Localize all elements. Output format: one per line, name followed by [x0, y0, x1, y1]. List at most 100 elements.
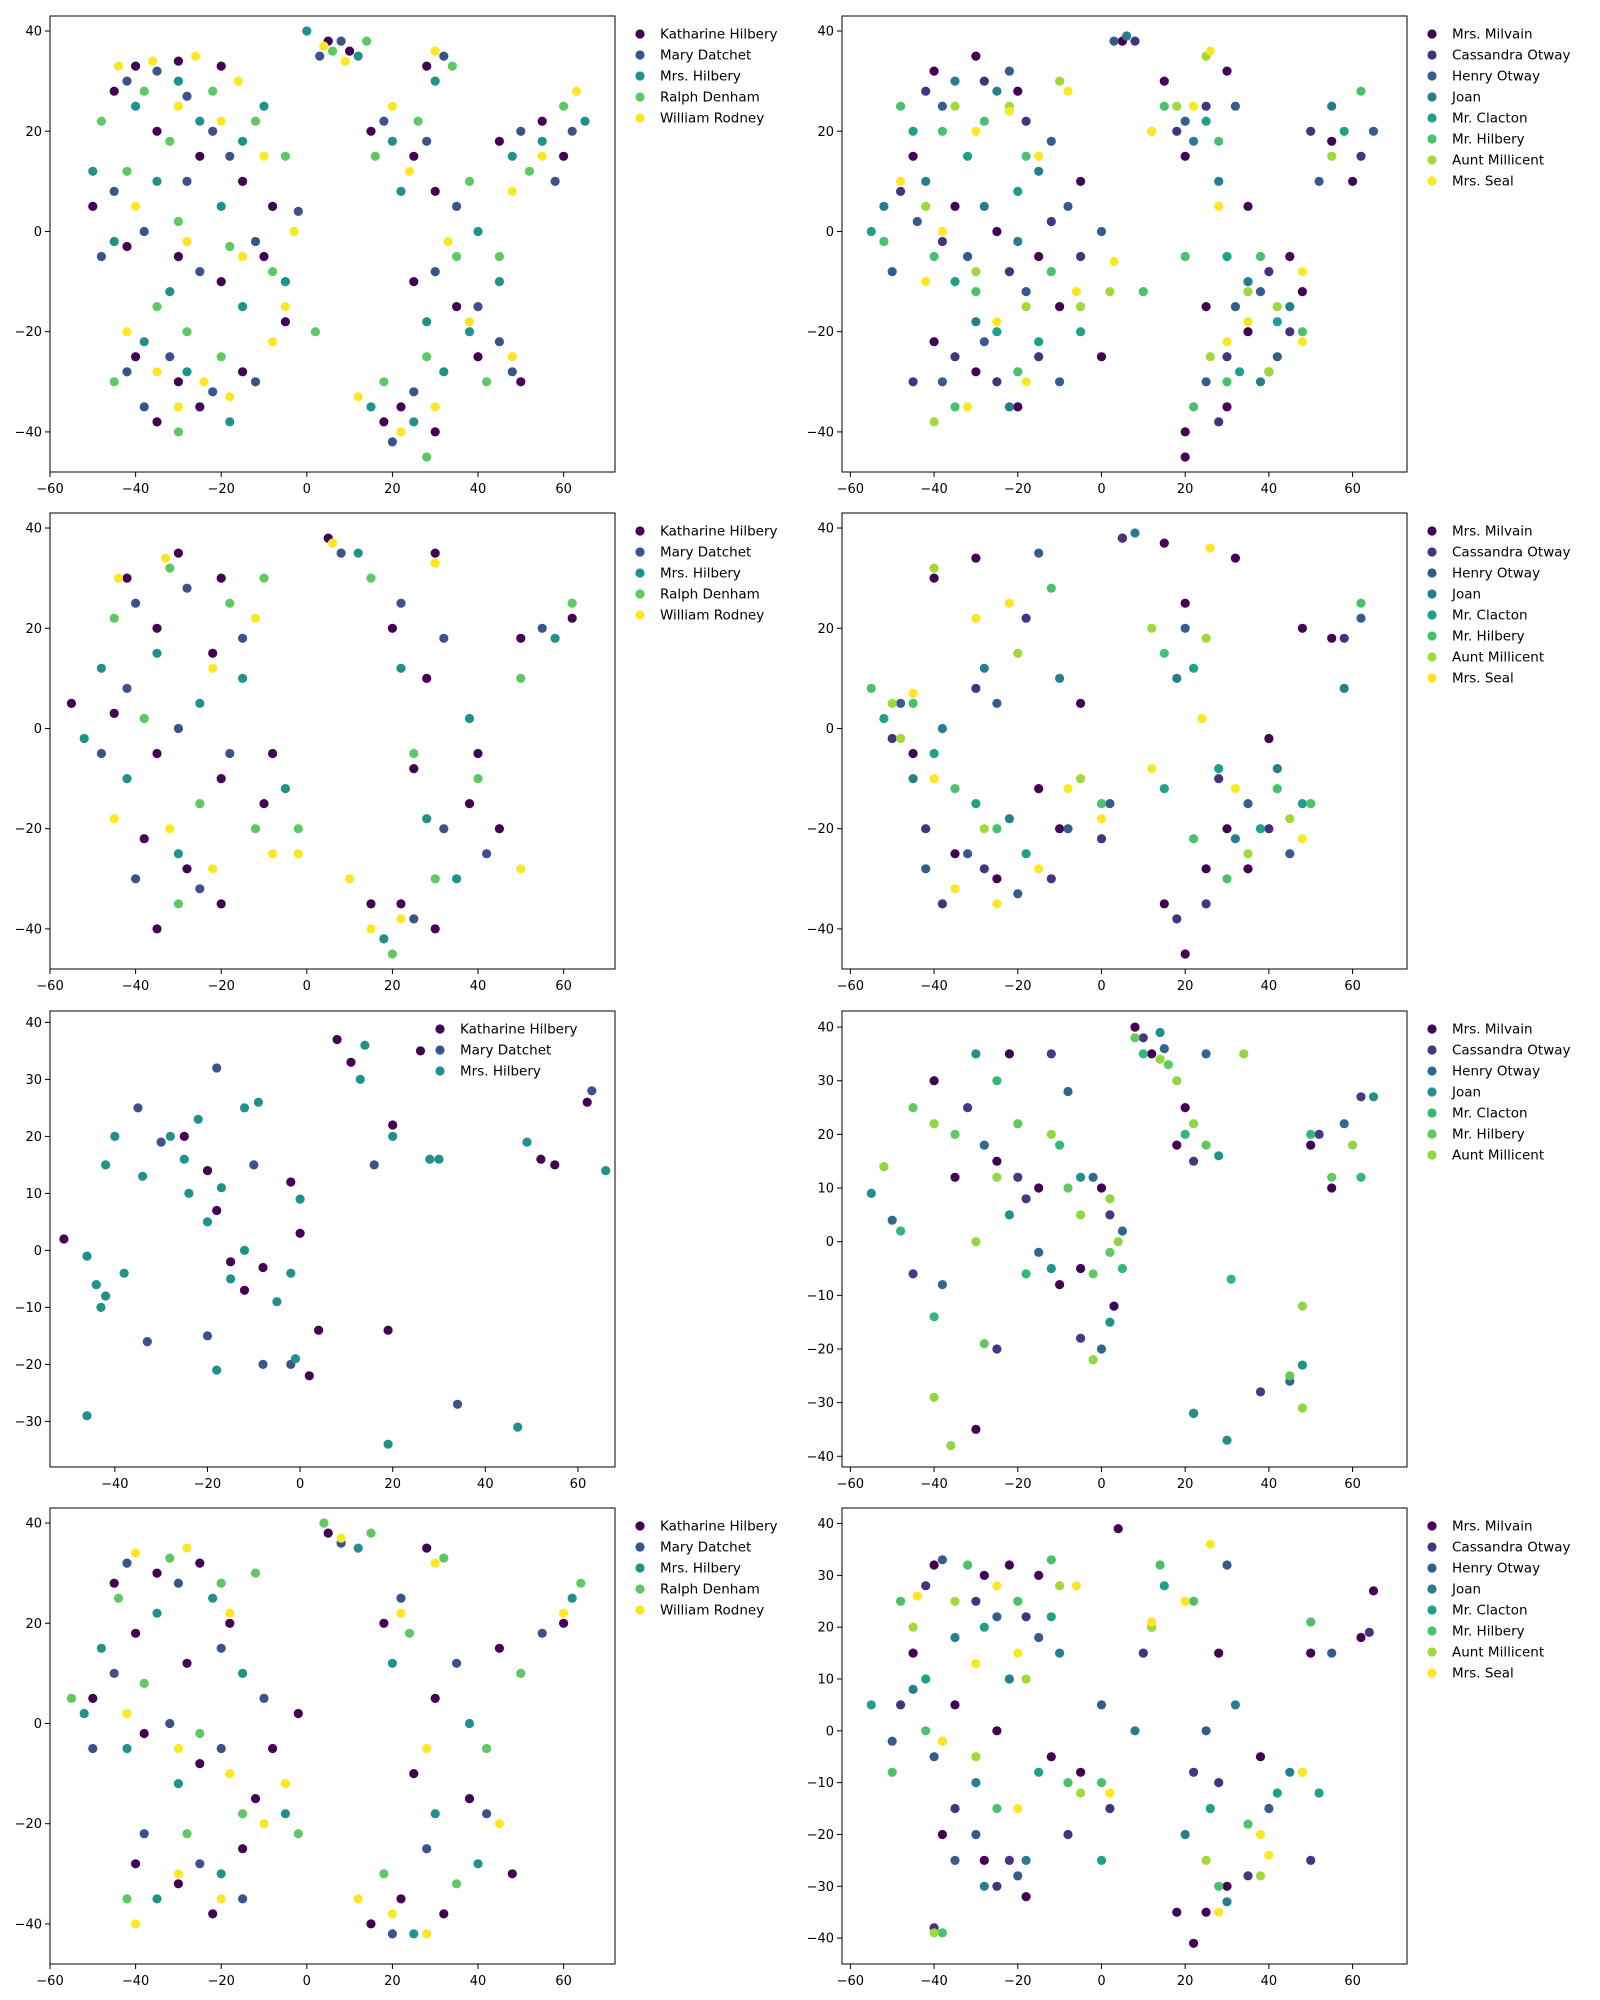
- data-point: [1088, 1355, 1098, 1365]
- data-point: [216, 352, 226, 362]
- data-point: [195, 799, 205, 809]
- data-point: [979, 76, 989, 86]
- data-point: [225, 392, 235, 402]
- data-point: [971, 1778, 981, 1788]
- data-point: [379, 1618, 389, 1628]
- data-point: [156, 1137, 166, 1147]
- data-point: [96, 116, 106, 126]
- data-point: [1189, 1938, 1199, 1948]
- legend-marker: [435, 1045, 445, 1055]
- data-point: [1297, 1767, 1307, 1777]
- y-tick-label: 20: [25, 125, 42, 140]
- legend-label: Mrs. Hilbery: [660, 69, 741, 85]
- data-point: [979, 864, 989, 874]
- data-point: [971, 1752, 981, 1762]
- data-point: [1222, 251, 1232, 262]
- data-point: [182, 583, 192, 593]
- legend-label: Katharine Hilbery: [660, 524, 778, 540]
- y-tick-label: −20: [807, 1828, 834, 1843]
- data-point: [979, 1881, 989, 1891]
- data-point: [1327, 101, 1337, 111]
- data-points: [66, 1518, 586, 1939]
- data-point: [1180, 598, 1190, 608]
- data-point: [379, 116, 389, 126]
- legend-label: Mr. Clacton: [1452, 1106, 1528, 1122]
- data-point: [1356, 1092, 1366, 1102]
- data-point: [1130, 1726, 1140, 1736]
- data-point: [971, 1424, 981, 1434]
- data-point: [173, 548, 183, 558]
- legend-marker: [635, 92, 645, 102]
- data-point: [165, 287, 175, 297]
- legend-marker: [1427, 631, 1437, 641]
- data-point: [1076, 176, 1086, 186]
- data-point: [896, 1596, 906, 1606]
- data-point: [937, 1829, 948, 1840]
- data-point: [268, 267, 278, 277]
- data-point: [992, 874, 1002, 884]
- data-point: [464, 1794, 475, 1804]
- data-points: [866, 31, 1379, 462]
- data-point: [409, 1769, 419, 1779]
- data-point: [1013, 1648, 1023, 1658]
- legend-label: Ralph Denham: [660, 587, 760, 603]
- data-point: [152, 126, 162, 136]
- legend-marker: [1427, 610, 1437, 620]
- data-point: [929, 1312, 939, 1322]
- legend-label: Joan: [1451, 1582, 1481, 1598]
- data-point: [430, 924, 440, 934]
- legend-label: Mary Datchet: [660, 545, 751, 561]
- data-point: [409, 914, 419, 924]
- data-point: [866, 1188, 876, 1198]
- x-tick-label: −60: [36, 1974, 63, 1989]
- data-point: [950, 201, 960, 211]
- data-point: [452, 201, 462, 211]
- data-point: [250, 377, 261, 387]
- data-point: [212, 1205, 222, 1216]
- data-point: [1264, 1803, 1274, 1814]
- scatter-panel-2: −60 −40 −20 0 20 40 60 −40 −20 0 20 40 Mrs. Milvain C…: [807, 15, 1571, 497]
- data-point: [1021, 849, 1031, 859]
- legend-label: Henry Otway: [1452, 566, 1540, 582]
- data-point: [1214, 1778, 1224, 1788]
- data-point: [1285, 251, 1295, 262]
- data-point: [1205, 1803, 1215, 1814]
- y-tick-label: 40: [817, 1021, 834, 1036]
- legend-marker: [1427, 1129, 1437, 1139]
- data-point: [992, 1881, 1002, 1891]
- data-point: [507, 151, 517, 161]
- data-point: [280, 151, 290, 161]
- data-point: [1130, 1022, 1140, 1032]
- data-point: [422, 352, 432, 362]
- data-point: [82, 1411, 92, 1421]
- data-point: [1272, 302, 1282, 312]
- data-point: [439, 367, 449, 377]
- data-point: [173, 251, 183, 262]
- scatter-panel-3: −60 −40 −20 0 20 40 60 −40 −20 0 20 40 Katharine Hil…: [15, 512, 778, 994]
- data-point: [202, 1217, 213, 1227]
- data-point: [1339, 126, 1349, 136]
- data-point: [979, 1339, 989, 1349]
- x-tick-label: 0: [1097, 1477, 1105, 1492]
- data-point: [992, 1612, 1002, 1622]
- data-points: [866, 528, 1366, 959]
- legend-marker: [635, 547, 645, 557]
- data-point: [195, 698, 205, 709]
- data-point: [1147, 126, 1157, 136]
- legend-label: William Rodney: [660, 111, 764, 127]
- x-tick-label: 60: [555, 979, 572, 994]
- data-point: [937, 226, 948, 237]
- legend-label: Mrs. Milvain: [1452, 524, 1533, 540]
- legend-marker: [635, 568, 645, 578]
- legend-marker: [1427, 673, 1437, 683]
- data-point: [1076, 1333, 1086, 1343]
- data-point: [360, 1040, 370, 1050]
- data-point: [1055, 302, 1065, 312]
- data-point: [979, 663, 989, 673]
- legend-marker: [1427, 1066, 1437, 1076]
- y-tick-label: −20: [807, 1342, 834, 1357]
- data-point: [238, 136, 248, 146]
- data-point: [963, 151, 973, 161]
- data-point: [1189, 834, 1199, 844]
- data-point: [268, 337, 278, 347]
